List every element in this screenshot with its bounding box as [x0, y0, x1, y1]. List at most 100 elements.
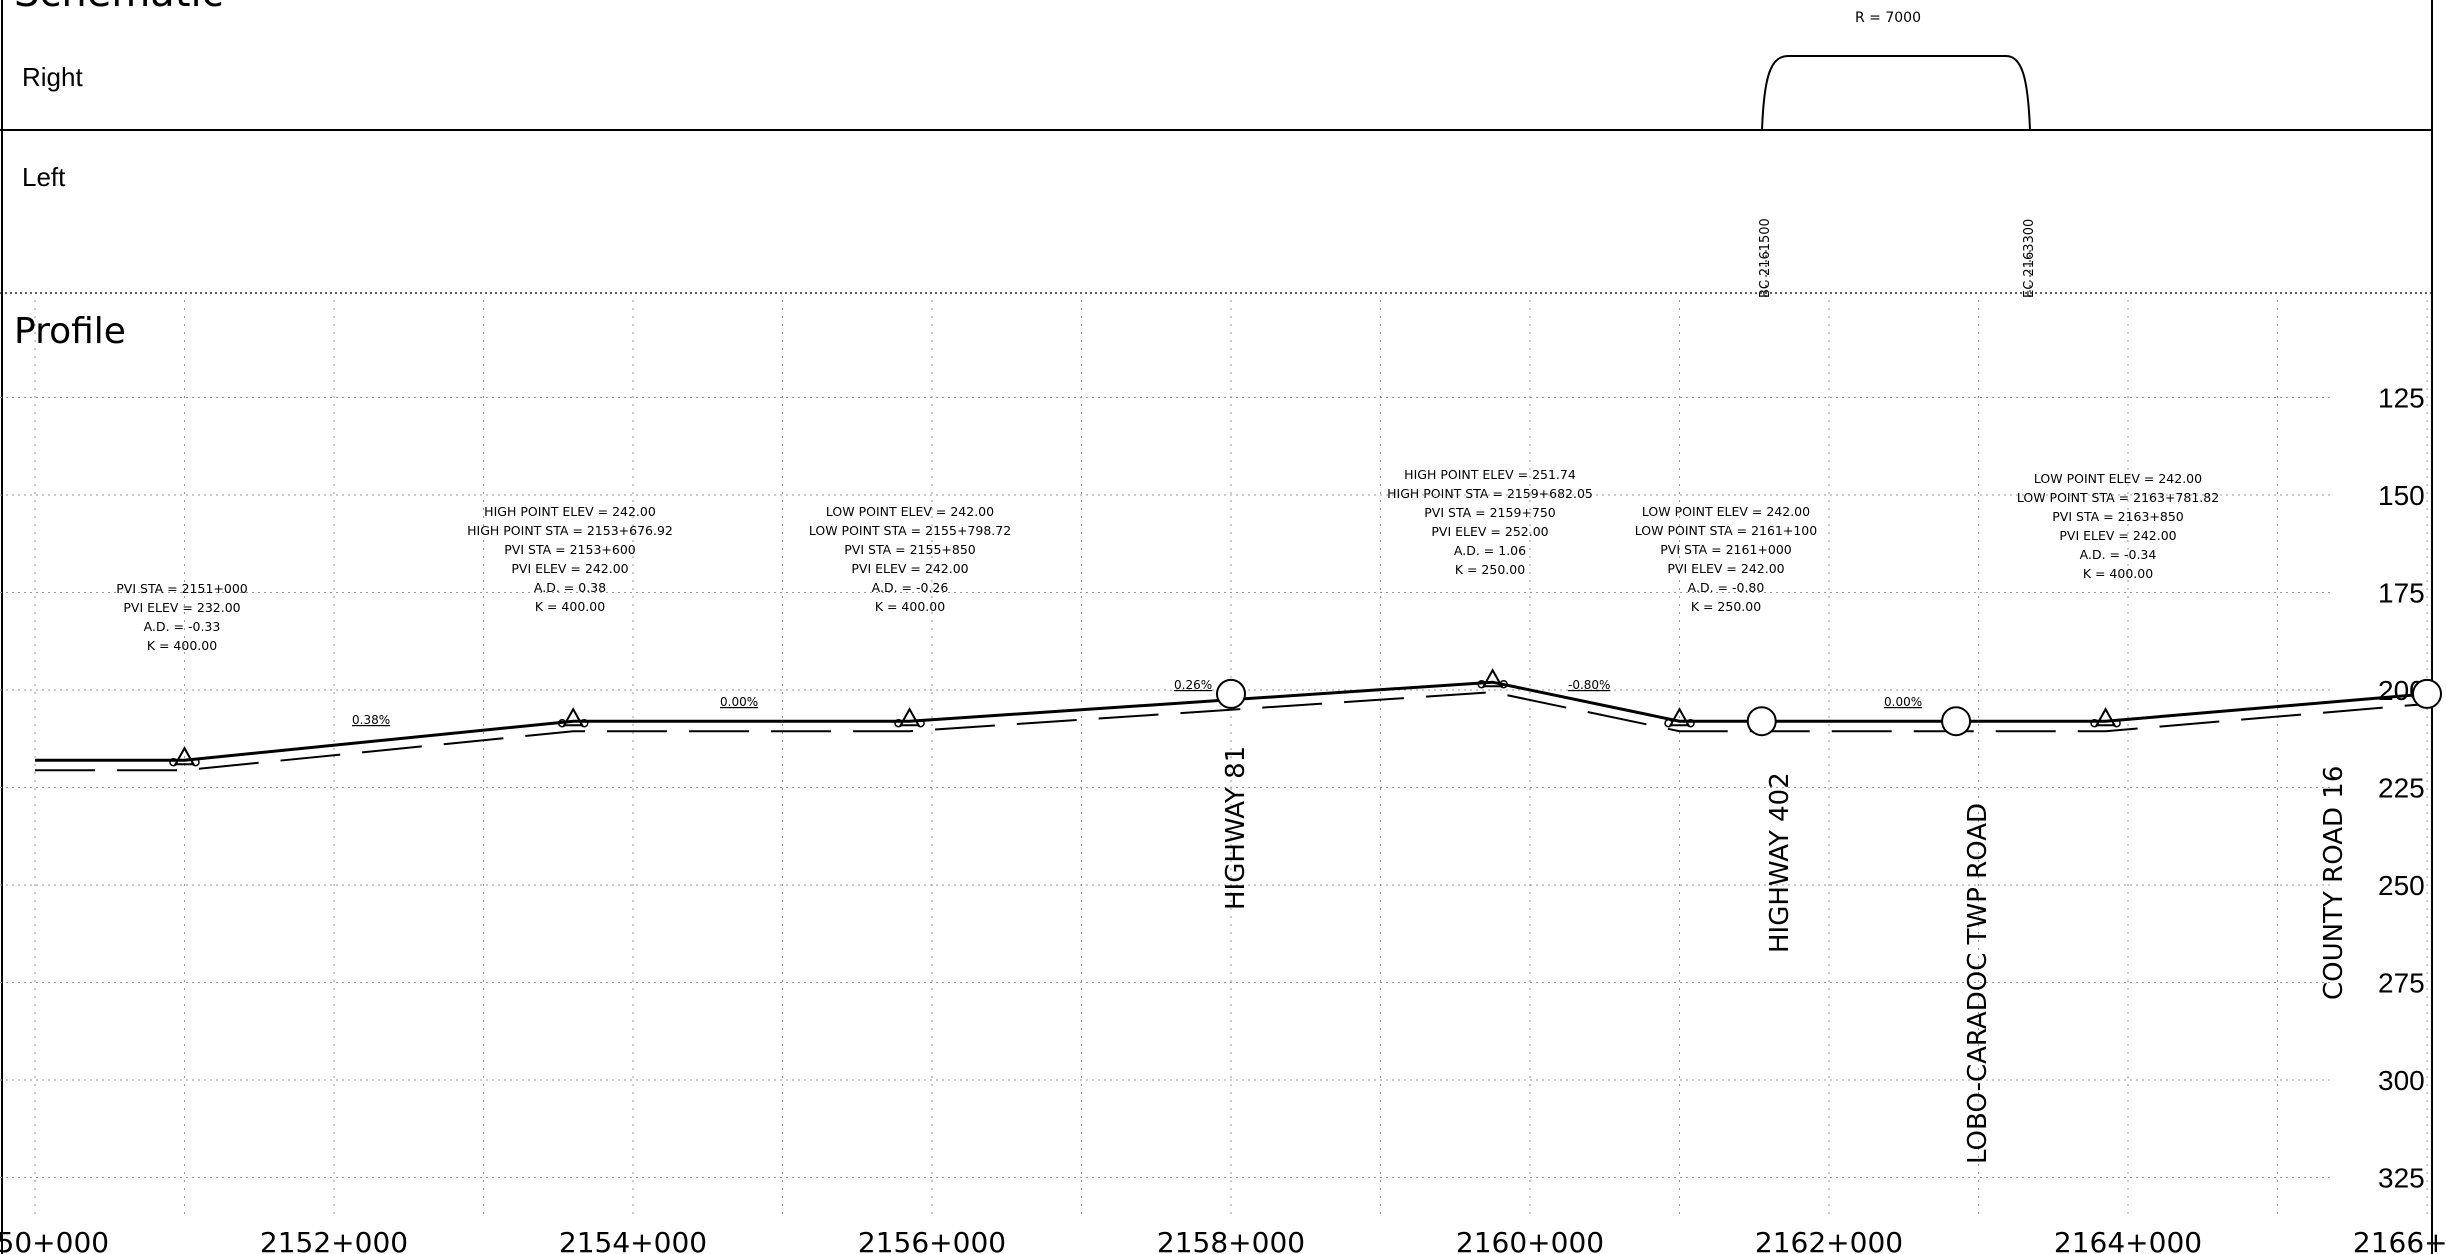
schematic-title: Schematic [14, 0, 224, 16]
curve-shape [1761, 55, 2031, 131]
grade-label: -0.80% [1568, 678, 1610, 692]
annotation-line: PVI ELEV = 242.00 [1667, 561, 1784, 576]
station-axis: 2150+000 2152+000 2154+000 2156+000 2158+000… [0, 1226, 2446, 1254]
x-tick-label: 2162+000 [1755, 1226, 1903, 1254]
grade-label: 0.00% [720, 695, 758, 709]
pvi-annotation: LOW POINT ELEV = 242.00 LOW POINT STA = … [2017, 471, 2219, 581]
annotation-line: K = 400.00 [535, 599, 605, 614]
annotation-line: PVI ELEV = 242.00 [851, 561, 968, 576]
profile-lines [35, 680, 2428, 772]
pvi-tick [2112, 718, 2121, 728]
grade-labels: 0.38% 0.00% 0.26% -0.80% 0.00% [352, 678, 1922, 727]
annotation-line: A.D. = 1.06 [1454, 543, 1526, 558]
pvi-markers [169, 668, 2121, 767]
annotation-line: HIGH POINT STA = 2159+682.05 [1387, 486, 1593, 501]
pvi-marker [1481, 668, 1504, 688]
x-tick-label: 2156+000 [858, 1226, 1006, 1254]
annotation-line: LOW POINT STA = 2163+781.82 [2017, 490, 2219, 505]
x-tick-label: 2154+000 [559, 1226, 707, 1254]
x-tick-label: 2152+000 [260, 1226, 408, 1254]
pvi-tick [557, 718, 567, 728]
annotation-line: PVI ELEV = 252.00 [1431, 524, 1548, 539]
annotation-line: PVI STA = 2163+850 [2052, 509, 2184, 524]
y-tick-label: 300 [2378, 1065, 2425, 1096]
annotation-line: HIGH POINT ELEV = 242.00 [484, 504, 656, 519]
pvi-tick [191, 757, 200, 767]
annotation-line: LOW POINT STA = 2161+100 [1635, 523, 1817, 538]
curve-radius: R = 7000 [1855, 10, 1921, 26]
grade-label: 0.26% [1174, 678, 1212, 692]
pvi-tick [1664, 718, 1673, 728]
annotation-line: A.D. = 0.38 [534, 580, 606, 595]
pvi-annotation: PVI STA = 2151+000 PVI ELEV = 232.00 A.D… [116, 581, 248, 653]
annotation-line: PVI STA = 2161+000 [1660, 542, 1792, 557]
annotation-line: LOW POINT ELEV = 242.00 [1642, 504, 1810, 519]
pvi-tick [579, 718, 589, 728]
annotation-line: K = 400.00 [875, 599, 945, 614]
annotation-line: K = 250.00 [1691, 599, 1761, 614]
pvi-annotation: LOW POINT ELEV = 242.00 LOW POINT STA = … [1635, 504, 1817, 614]
pvi-marker [2094, 707, 2117, 727]
annotation-line: A.D. = -0.33 [144, 619, 221, 634]
x-tick-label: 2150+000 [0, 1226, 109, 1254]
pvi-annotation: HIGH POINT ELEV = 251.74 HIGH POINT STA … [1387, 467, 1593, 577]
annotation-line: K = 250.00 [1455, 562, 1525, 577]
existing-ground-line [35, 691, 2428, 772]
profile-line [35, 680, 2428, 762]
annotation-line: HIGH POINT ELEV = 251.74 [1404, 467, 1576, 482]
crossing-label: HIGHWAY 402 [1765, 772, 1795, 953]
annotation-line: LOW POINT STA = 2155+798.72 [809, 523, 1011, 538]
pvi-tick [916, 718, 925, 728]
annotation-line: A.D. = -0.80 [1688, 580, 1765, 595]
profile-title: Profile [14, 311, 126, 352]
annotation-line: PVI STA = 2159+750 [1424, 505, 1556, 520]
annotation-line: K = 400.00 [147, 638, 217, 653]
y-tick-label: 325 [2378, 1163, 2425, 1194]
crossing-label: HIGHWAY 81 [1221, 746, 1251, 910]
annotation-line: HIGH POINT STA = 2153+676.92 [467, 523, 673, 538]
pvi-tick [1499, 679, 1508, 689]
y-tick-label: 250 [2378, 870, 2425, 901]
crossing-marker [1941, 706, 1972, 737]
x-tick-label: 2158+000 [1157, 1226, 1305, 1254]
pvi-marker [562, 707, 584, 727]
annotation-line: PVI ELEV = 242.00 [511, 561, 628, 576]
annotation-line: A.D. = -0.26 [872, 580, 949, 595]
grade-label: 0.38% [352, 713, 390, 727]
y-tick-label: 175 [2378, 578, 2425, 609]
pvi-tick [169, 757, 178, 767]
crossing-marker [2412, 678, 2442, 709]
annotation-line: LOW POINT ELEV = 242.00 [2034, 471, 2202, 486]
crossing-marker [1746, 706, 1777, 737]
pvi-tick [1686, 718, 1695, 728]
pvi-tick [1477, 679, 1486, 689]
y-tick-label: 225 [2378, 773, 2425, 804]
x-tick-label: 2160+000 [1456, 1226, 1604, 1254]
x-tick-label: 2166+000 [2353, 1226, 2446, 1254]
y-tick-label: 150 [2378, 480, 2425, 511]
annotation-line: PVI STA = 2155+850 [844, 542, 976, 557]
pvi-marker [173, 746, 196, 766]
pvi-tick [2090, 718, 2099, 728]
annotation-line: K = 400.00 [2083, 566, 2153, 581]
crossing-labels: HIGHWAY 81 HIGHWAY 402 LOBO-CARADOC TWP … [1221, 746, 2349, 1164]
y-tick-label: 125 [2378, 383, 2425, 414]
annotation-line: PVI STA = 2151+000 [116, 581, 248, 596]
pvi-tick [894, 718, 903, 728]
y-tick-label: 275 [2378, 968, 2425, 999]
pvi-marker [898, 707, 921, 727]
left-label: Left [22, 162, 66, 192]
horizontal-curve: R = 7000 BC 2161500 EC 2163300 [1758, 10, 2037, 298]
pvi-annotation: LOW POINT ELEV = 242.00 LOW POINT STA = … [809, 504, 1011, 614]
crossing-label: COUNTY ROAD 16 [2319, 766, 2349, 1000]
pvi-annotation: HIGH POINT ELEV = 242.00 HIGH POINT STA … [467, 504, 673, 614]
pvi-marker [1668, 707, 1691, 727]
crossing-label: LOBO-CARADOC TWP ROAD [1963, 803, 1993, 1164]
annotation-line: LOW POINT ELEV = 242.00 [826, 504, 994, 519]
crossing-markers [1216, 678, 2442, 737]
ec-label: EC 2163300 [2022, 219, 2037, 298]
annotation-line: A.D. = -0.34 [2080, 547, 2157, 562]
